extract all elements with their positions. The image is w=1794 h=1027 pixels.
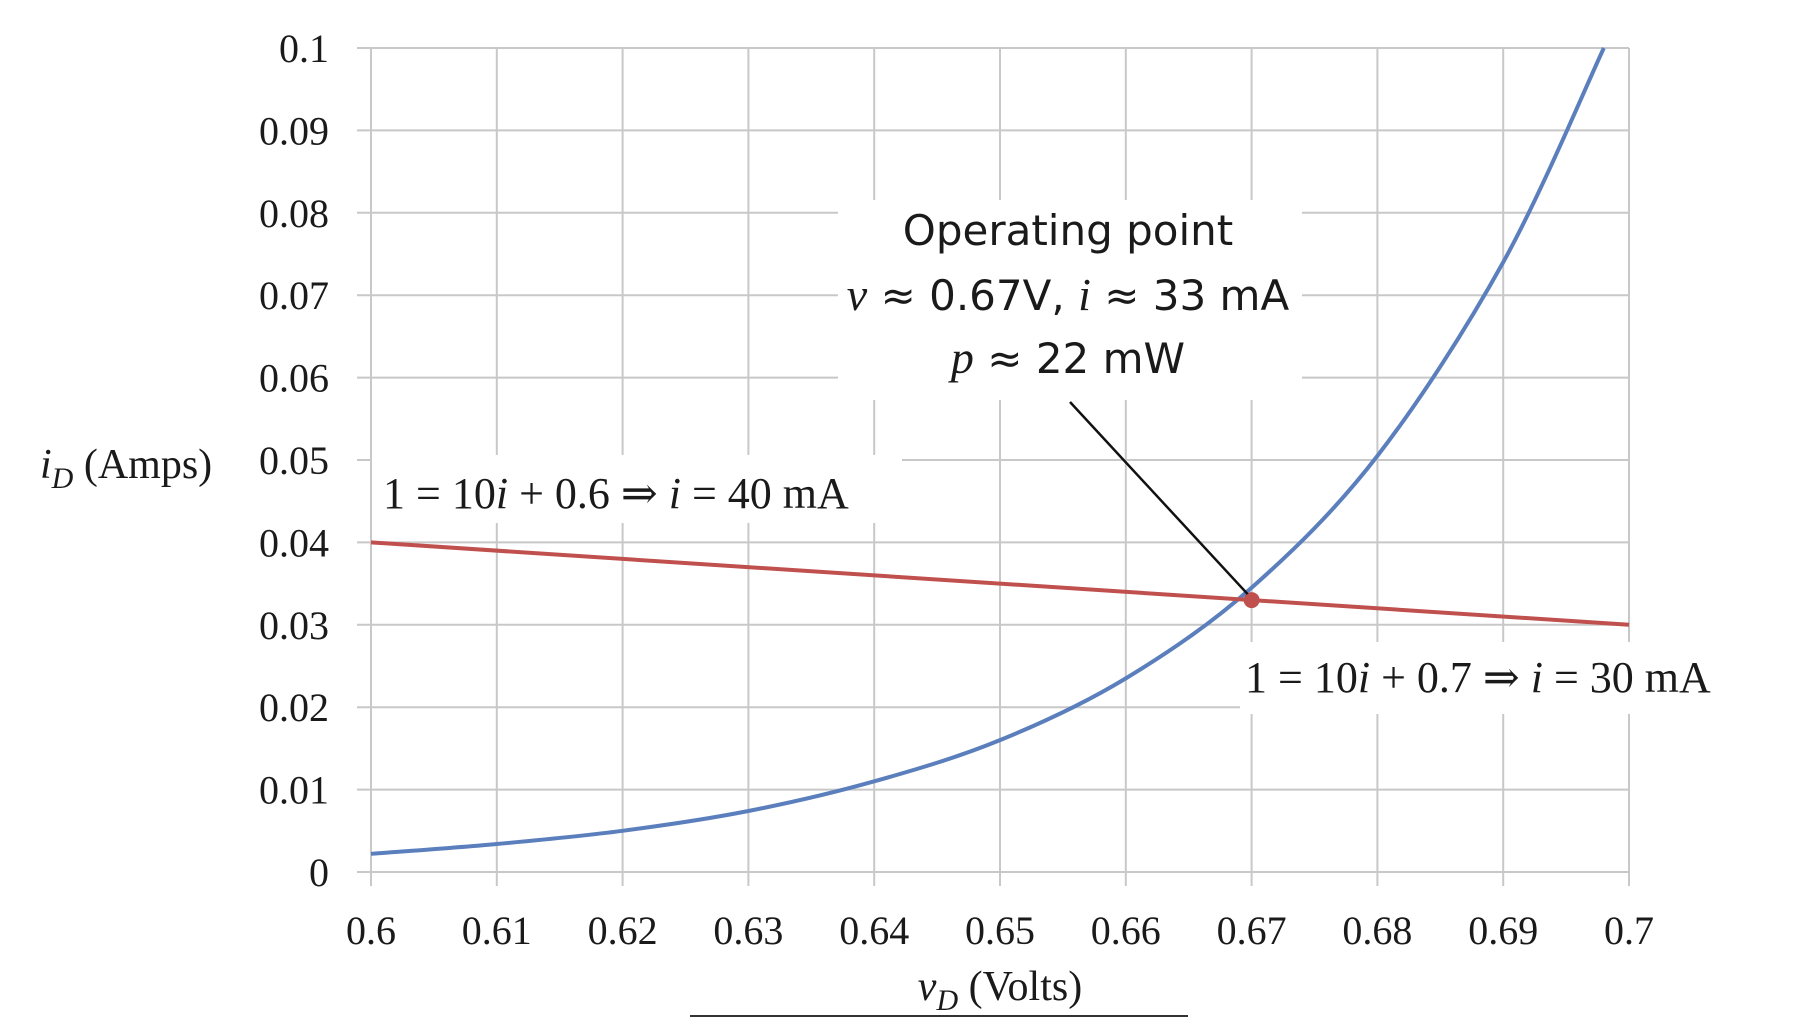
x-tick-label: 0.7: [1604, 908, 1654, 953]
operating-point-power: p ≈ 22 mW: [948, 332, 1185, 383]
y-tick-label: 0.02: [259, 685, 329, 730]
equation-text: + 0.6 ⇒: [508, 469, 669, 518]
italic-variable: p: [948, 332, 974, 383]
diode-curve-line: [370, 47, 1606, 856]
equation-text: = 30 mA: [1543, 653, 1711, 702]
italic-variable: i: [1358, 653, 1370, 702]
x-tick-label: 0.64: [839, 908, 909, 953]
callout-text: ≈ 0.67V,: [867, 271, 1078, 320]
axis-label-part: D: [935, 984, 958, 1017]
callout-leader-line: [1069, 401, 1249, 595]
y-axis-label: iD (Amps): [40, 442, 212, 495]
operating-point-title: Operating point: [903, 206, 1233, 255]
equation-backdrop: [372, 455, 902, 523]
axis-label-part: (Amps): [73, 442, 212, 488]
y-tick-label: 0.05: [259, 438, 329, 483]
load-equation-left: 1 = 10i + 0.6 ⇒ i = 40 mA: [383, 469, 849, 518]
axis-label-part: D: [51, 462, 74, 495]
italic-variable: i: [669, 469, 681, 518]
x-tick-label: 0.68: [1342, 908, 1412, 953]
italic-variable: i: [496, 469, 508, 518]
axis-label-part: i: [40, 442, 52, 488]
y-tick-label: 0: [309, 850, 329, 895]
axis-label-part: (Volts): [958, 964, 1082, 1010]
x-tick-label: 0.66: [1091, 908, 1161, 953]
callout-text: ≈ 33 mA: [1091, 271, 1290, 320]
x-tick-label: 0.69: [1468, 908, 1538, 953]
y-tick-label: 0.07: [259, 273, 329, 318]
axis-labels: iD (Amps)vD (Volts): [40, 442, 1188, 1017]
equation-text: 1 = 10: [1245, 653, 1358, 702]
italic-variable: i: [1078, 269, 1091, 320]
load-equation-right: 1 = 10i + 0.7 ⇒ i = 30 mA: [1245, 653, 1711, 702]
equation-text: = 40 mA: [681, 469, 849, 518]
y-tick-label: 0.1: [279, 26, 329, 71]
equation-backdrop: [1240, 642, 1770, 714]
x-tick-label: 0.67: [1217, 908, 1287, 953]
y-tick-label: 0.03: [259, 603, 329, 648]
italic-variable: v: [847, 269, 868, 320]
load-line: [370, 540, 1630, 627]
callout-text: ≈ 22 mW: [974, 334, 1185, 383]
y-tick-label: 0.08: [259, 191, 329, 236]
y-tick-labels: 0 0.01 0.02 0.03 0.04 0.05 0.06 0.07 0.08 0.09 0.1: [259, 26, 329, 895]
y-tick-label: 0.01: [259, 768, 329, 813]
italic-variable: i: [1531, 653, 1543, 702]
y-tick-label: 0.06: [259, 356, 329, 401]
equation-text: + 0.7 ⇒: [1370, 653, 1531, 702]
x-tick-label: 0.6: [346, 908, 396, 953]
x-tick-labels: 0.6 0.61 0.62 0.63 0.64 0.65 0.66 0.67 0.68 0.69 0…: [346, 908, 1654, 953]
callout-backdrop: [838, 200, 1302, 400]
y-tick-label: 0.04: [259, 520, 329, 565]
y-tick-label: 0.09: [259, 108, 329, 153]
annotations: 1 = 10i + 0.6 ⇒ i = 40 mA1 = 10i + 0.7 ⇒…: [372, 200, 1770, 714]
equation-text: 1 = 10: [383, 469, 496, 518]
x-axis-label: vD (Volts): [918, 964, 1082, 1017]
x-tick-label: 0.63: [713, 908, 783, 953]
x-tick-label: 0.65: [965, 908, 1035, 953]
operating-point-marker: [1243, 592, 1260, 609]
series: [370, 47, 1630, 856]
axis-label-part: v: [918, 964, 937, 1010]
x-tick-label: 0.62: [588, 908, 658, 953]
operating-point-values: v ≈ 0.67V, i ≈ 33 mA: [847, 269, 1290, 320]
x-tick-label: 0.61: [462, 908, 532, 953]
